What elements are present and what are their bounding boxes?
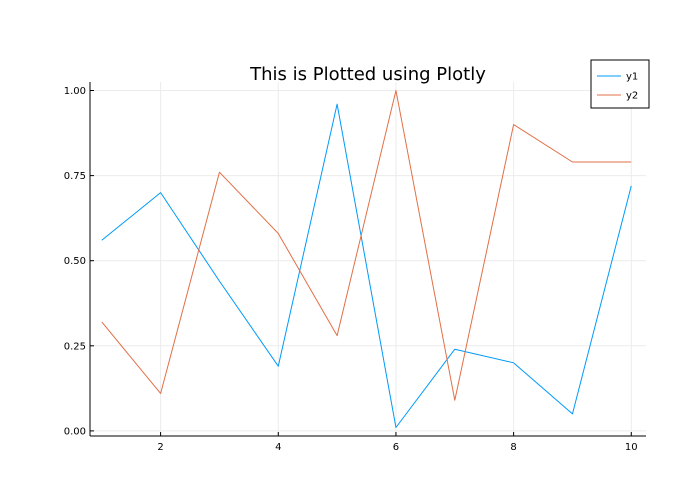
series xyxy=(101,90,632,428)
axes xyxy=(89,82,646,437)
y-tick-label: 0.50 xyxy=(64,256,86,267)
x-tick-label: 2 xyxy=(157,442,163,453)
y-tick-label: 0.25 xyxy=(64,341,86,352)
ticks: 2 4 6 8 10 0.00 0.25 0.50 0.75 1.00 xyxy=(64,86,638,453)
series-line-y1[interactable] xyxy=(101,103,632,428)
x-tick-label: 4 xyxy=(275,442,281,453)
legend-box xyxy=(590,59,650,109)
legend[interactable]: y1 y2 xyxy=(590,59,650,109)
x-tick-label: 8 xyxy=(510,442,516,453)
series-line-y2[interactable] xyxy=(101,90,632,401)
y-tick-label: 1.00 xyxy=(64,86,86,97)
chart-title: This is Plotted using Plotly xyxy=(249,64,486,85)
grid xyxy=(90,82,646,436)
x-tick-label: 6 xyxy=(393,442,399,453)
x-tick-label: 10 xyxy=(625,442,638,453)
y-tick-label: 0.00 xyxy=(64,426,86,437)
legend-label-y2: y2 xyxy=(626,91,638,102)
y-tick-label: 0.75 xyxy=(64,171,86,182)
legend-label-y1: y1 xyxy=(626,72,638,83)
